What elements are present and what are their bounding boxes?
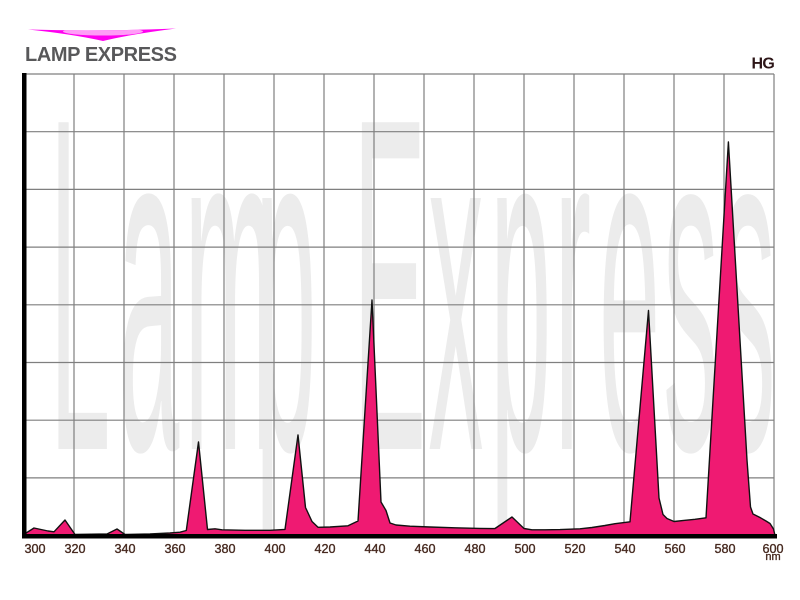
svg-text:LampExpress: LampExpress [49, 21, 775, 553]
svg-text:440: 440 [364, 542, 385, 556]
svg-text:380: 380 [214, 542, 235, 556]
svg-text:600: 600 [762, 542, 783, 556]
svg-text:LAMP EXPRESS: LAMP EXPRESS [25, 44, 177, 66]
svg-text:HG: HG [752, 56, 775, 73]
svg-text:360: 360 [164, 542, 185, 556]
svg-text:580: 580 [714, 542, 735, 556]
svg-text:nm: nm [765, 551, 780, 563]
svg-text:540: 540 [614, 542, 635, 556]
svg-text:340: 340 [114, 542, 135, 556]
svg-text:320: 320 [64, 542, 85, 556]
svg-text:480: 480 [464, 542, 485, 556]
svg-text:460: 460 [414, 542, 435, 556]
svg-text:300: 300 [24, 542, 45, 556]
svg-text:500: 500 [514, 542, 535, 556]
svg-text:400: 400 [264, 542, 285, 556]
svg-text:520: 520 [564, 542, 585, 556]
svg-text:420: 420 [314, 542, 335, 556]
svg-text:560: 560 [664, 542, 685, 556]
